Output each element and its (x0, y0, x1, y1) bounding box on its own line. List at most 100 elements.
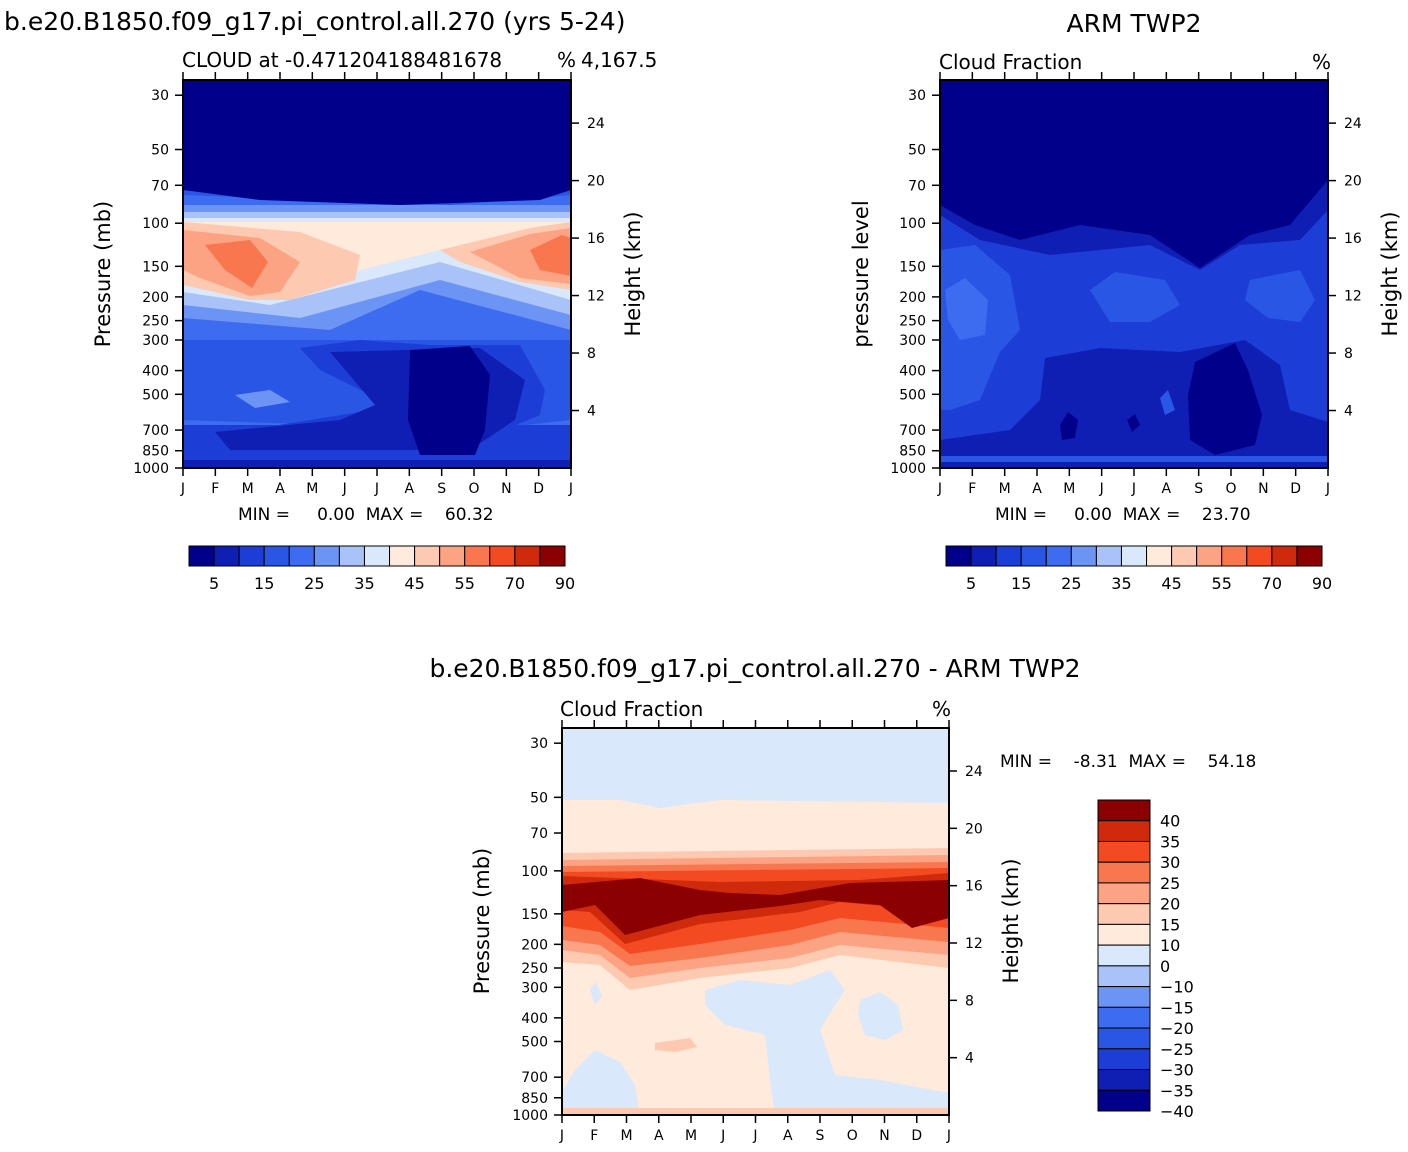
height-tick-label: 24 (965, 764, 983, 780)
height-tick-label: 4 (1344, 404, 1353, 420)
pressure-tick-label: 400 (521, 1011, 548, 1027)
colorbar-label: 45 (1161, 574, 1181, 593)
month-tick-label: A (654, 1128, 664, 1144)
colorbar-swatch (1296, 545, 1323, 567)
colorbar-label: 90 (1312, 574, 1332, 593)
height-tick-label: 16 (965, 879, 983, 895)
height-tick-label: 4 (965, 1051, 974, 1067)
month-tick-label: D (911, 1128, 922, 1144)
pressure-tick-label: 700 (142, 423, 169, 439)
pressure-tick-label: 1000 (512, 1108, 548, 1124)
colorbar-swatch (238, 545, 265, 567)
colorbar-label: 0 (1160, 957, 1170, 976)
month-tick-label: M (620, 1128, 632, 1144)
model-title: b.e20.B1850.f09_g17.pi_control.all.270 (… (4, 7, 625, 36)
diff-level-11 (858, 992, 903, 1040)
month-tick-label: D (533, 481, 544, 497)
colorbar-swatch (1097, 882, 1151, 905)
colorbar-swatch (363, 545, 391, 567)
colorbar-swatch (1196, 545, 1223, 567)
model-units: % (557, 48, 576, 72)
pressure-tick-label: 500 (899, 387, 926, 403)
diff-level-2 (562, 728, 949, 808)
colorbar-swatch (1271, 545, 1298, 567)
month-tick-label: J (559, 1128, 564, 1144)
pressure-tick-label: 70 (530, 826, 548, 842)
obs-level-12 (1127, 414, 1140, 432)
obs-ylabel-right: Height (km) (1378, 211, 1402, 336)
colorbar-label: 15 (1011, 574, 1031, 593)
colorbar-swatch (1097, 1027, 1151, 1050)
month-tick-label: N (501, 481, 511, 497)
model-level-18 (205, 240, 268, 288)
model-ylabel-right: Height (km) (621, 211, 645, 336)
month-tick-label: A (1032, 481, 1042, 497)
pressure-tick-label: 850 (142, 444, 169, 460)
pressure-tick-label: 50 (530, 790, 548, 806)
colorbar-label: −10 (1160, 978, 1194, 997)
pressure-tick-label: 150 (142, 259, 169, 275)
colorbar-swatch (489, 545, 516, 567)
height-tick-label: 24 (587, 116, 605, 132)
pressure-tick-label: 400 (142, 364, 169, 380)
colorbar-label: 45 (404, 574, 424, 593)
height-tick-label: 20 (587, 174, 605, 190)
colorbar-label: 15 (1160, 915, 1180, 934)
diff-subtitle: Cloud Fraction (560, 697, 703, 721)
month-tick-label: N (1258, 481, 1268, 497)
colorbar-swatch (1171, 545, 1198, 567)
colorbar-label: 15 (254, 574, 274, 593)
month-tick-label: J (720, 1128, 725, 1144)
month-tick-label: J (374, 481, 379, 497)
diff-level-14 (562, 1108, 949, 1115)
month-tick-label: A (275, 481, 285, 497)
obs-level-9 (1160, 390, 1175, 415)
month-tick-label: O (1225, 481, 1236, 497)
colorbar-label: 35 (1111, 574, 1131, 593)
pressure-tick-label: 400 (899, 364, 926, 380)
colorbar-label: 35 (354, 574, 374, 593)
pressure-tick-label: 500 (521, 1035, 548, 1051)
month-tick-label: F (590, 1128, 598, 1144)
colorbar-swatch (1097, 799, 1151, 822)
month-tick-label: J (568, 481, 573, 497)
model-level-25 (235, 390, 290, 408)
pressure-tick-label: 200 (142, 290, 169, 306)
diff-panel: Cloud Fraction % 30507010015020025030040… (470, 697, 1256, 1144)
month-tick-label: J (1325, 481, 1330, 497)
month-tick-label: A (405, 481, 415, 497)
colorbar-swatch (1097, 1069, 1151, 1091)
colorbar-swatch (1097, 903, 1151, 925)
pressure-tick-label: 250 (899, 314, 926, 330)
month-tick-label: J (937, 481, 942, 497)
month-tick-label: M (685, 1128, 697, 1144)
month-tick-label: O (847, 1128, 858, 1144)
month-tick-label: J (946, 1128, 951, 1144)
diff-level-10 (705, 970, 949, 1115)
height-tick-label: 16 (1344, 231, 1362, 247)
obs-panel: Cloud Fraction % 30 50 70 100 150 200 250 300 40… (849, 50, 1402, 593)
colorbar-swatch (213, 545, 240, 567)
model-level-23 (183, 80, 571, 205)
height-tick-label: 8 (1344, 346, 1353, 362)
pressure-tick-label: 850 (521, 1091, 548, 1107)
pressure-tick-label: 50 (151, 143, 169, 159)
colorbar-swatch (414, 545, 441, 567)
colorbar-label: −40 (1160, 1102, 1194, 1121)
obs-colorbar: 5 15 25 35 45 55 70 90 (945, 545, 1332, 593)
colorbar-swatch (1020, 545, 1047, 567)
obs-ylabel: pressure level (849, 200, 873, 347)
colorbar-swatch (439, 545, 466, 567)
model-level-19 (530, 235, 571, 276)
pressure-tick-label: 100 (899, 216, 926, 232)
colorbar-swatch (1097, 923, 1151, 946)
colorbar-swatch (1097, 944, 1151, 967)
colorbar-swatch (1097, 820, 1151, 842)
colorbar-label: 35 (1160, 832, 1180, 851)
diff-ylabel: Pressure (mb) (470, 848, 494, 995)
height-tick-label: 24 (1344, 116, 1362, 132)
month-tick-label: S (816, 1128, 825, 1144)
colorbar-swatch (1070, 545, 1097, 567)
height-tick-label: 4 (587, 404, 596, 420)
